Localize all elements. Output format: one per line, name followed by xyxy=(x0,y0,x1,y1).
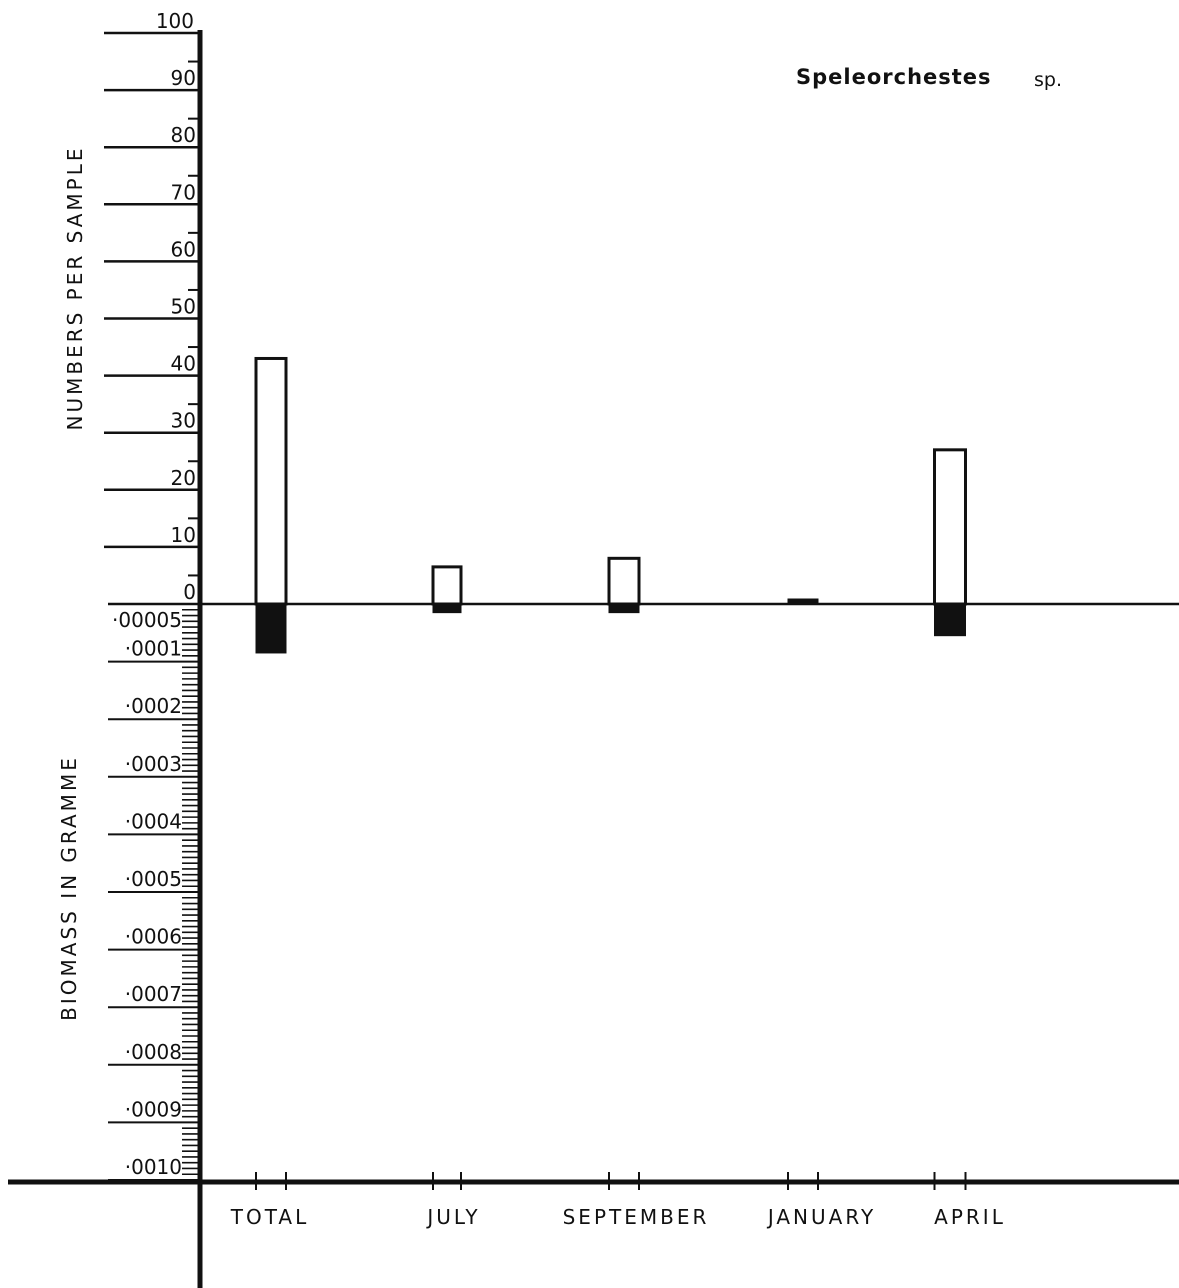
lower-tick-label: ·00005 xyxy=(112,608,182,632)
numbers-bar xyxy=(431,565,463,606)
biomass-bar xyxy=(608,603,640,614)
biomass-bar xyxy=(255,603,287,654)
upper-tick-label: 20 xyxy=(171,466,196,490)
biomass-bar xyxy=(934,603,966,637)
biomass-bar xyxy=(432,603,462,614)
upper-tick-label: 90 xyxy=(171,66,196,90)
lower-tick-label: ·0010 xyxy=(125,1155,182,1179)
category-label: APRIL xyxy=(934,1205,1006,1229)
upper-tick-label: 50 xyxy=(171,295,196,319)
category-label: JULY xyxy=(425,1205,480,1229)
lower-tick-label: ·0006 xyxy=(125,925,182,949)
lower-tick-label: ·0009 xyxy=(125,1097,182,1121)
upper-axis-ticks: 0 10 20 30 40 50 60 70 80 90 100 xyxy=(104,9,200,604)
lower-axis-ticks: ·00005 ·0001 ·0002 ·0003 ·0004 ·0005 ·0006 ·000… xyxy=(108,608,200,1181)
upper-tick-label: 0 xyxy=(183,580,196,604)
numbers-bar xyxy=(933,448,967,606)
numbers-bar xyxy=(607,556,641,606)
category-labels: TOTAL JULY SEPTEMBER JANUARY APRIL xyxy=(230,1172,1006,1229)
lower-tick-label: ·0005 xyxy=(125,867,182,891)
upper-tick-label: 80 xyxy=(171,123,196,147)
lower-tick-label: ·0004 xyxy=(125,809,182,833)
upper-tick-label: 70 xyxy=(171,180,196,204)
upper-axis-label: NUMBERS PER SAMPLE xyxy=(63,146,87,431)
lower-tick-label: ·0002 xyxy=(125,694,182,718)
numbers-bar xyxy=(254,356,288,606)
upper-tick-label: 100 xyxy=(156,9,194,33)
category-label: SEPTEMBER xyxy=(563,1205,710,1229)
biomass-bar xyxy=(787,598,819,604)
chart-title-suffix: sp. xyxy=(1034,69,1062,91)
lower-tick-label: ·0001 xyxy=(125,637,182,661)
upper-tick-label: 60 xyxy=(171,237,196,261)
upper-tick-label: 40 xyxy=(171,352,196,376)
upper-tick-label: 30 xyxy=(171,409,196,433)
lower-tick-label: ·0003 xyxy=(125,752,182,776)
bars-group xyxy=(254,356,967,654)
upper-tick-label: 10 xyxy=(171,523,196,547)
category-label: JANUARY xyxy=(766,1205,876,1229)
category-label: TOTAL xyxy=(230,1205,309,1229)
lower-tick-label: ·0007 xyxy=(125,982,182,1006)
chart-title: Speleorchestes xyxy=(796,65,992,89)
lower-tick-label: ·0008 xyxy=(125,1040,182,1064)
lower-axis-label: BIOMASS IN GRAMME xyxy=(57,755,81,1021)
